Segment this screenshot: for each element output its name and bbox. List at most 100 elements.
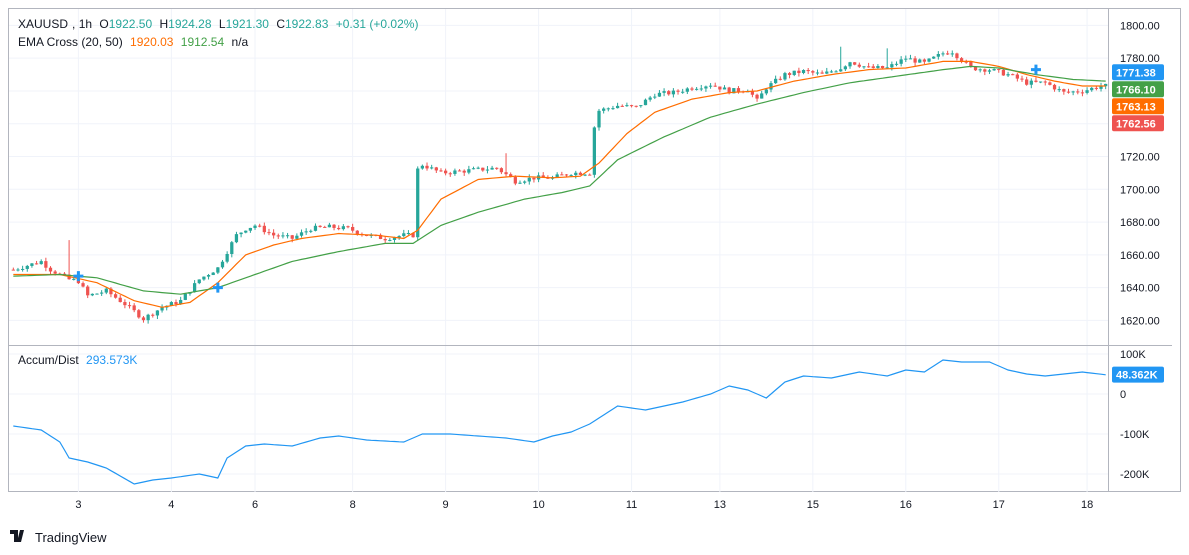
ema-cross-marker (1030, 64, 1041, 75)
candle-body (467, 169, 471, 173)
candle-body (127, 305, 132, 307)
candle-body (620, 105, 624, 107)
candle-body (495, 167, 499, 169)
candle-body (39, 261, 43, 265)
ema-legend[interactable]: EMA Cross (20, 50) 1920.03 1912.54 n/a (18, 35, 252, 49)
candle-body (211, 272, 215, 276)
candle-body (760, 93, 764, 99)
price-tick-label: 1620.00 (1120, 315, 1160, 327)
candle-body (820, 72, 824, 74)
candle-body (434, 167, 438, 171)
candle-body (62, 273, 67, 275)
candle-body (653, 96, 657, 98)
price-pane[interactable] (11, 46, 1108, 324)
candle-body (318, 225, 322, 227)
open-label: O (99, 17, 109, 31)
candle-body (346, 226, 350, 228)
candle-body (262, 225, 266, 233)
candle-body (973, 66, 978, 71)
ema-extra-value: n/a (231, 35, 249, 49)
candle-body (597, 110, 601, 128)
candle-body (936, 54, 940, 57)
candle-body (272, 232, 276, 236)
candle-body (113, 294, 118, 298)
candle-body (978, 69, 982, 71)
close-label: C (276, 17, 285, 31)
candle-body (453, 170, 457, 174)
candle-body (634, 105, 638, 107)
candle-body (857, 64, 861, 67)
price-tick-label: 1700.00 (1120, 184, 1160, 196)
ema-fast-value: 1920.03 (130, 35, 174, 49)
candle-body (160, 307, 164, 311)
candle-body (1038, 81, 1043, 83)
candle-body (48, 267, 53, 272)
candle-body (285, 235, 290, 237)
candle-body (146, 314, 150, 321)
candle-body (839, 69, 843, 72)
candle-body (416, 168, 420, 238)
candle-body (894, 63, 899, 65)
ad-pane[interactable] (13, 359, 1106, 485)
candle-body (1015, 74, 1019, 79)
candle-body (443, 170, 448, 174)
candle-body (1048, 82, 1052, 85)
candle-body (137, 310, 141, 318)
candle-body (778, 78, 782, 80)
candle-body (718, 86, 722, 90)
ema-name: EMA Cross (20, 50) (18, 35, 123, 49)
candle-body (225, 253, 229, 262)
price-tick-label: 1800.00 (1120, 20, 1160, 32)
candle-body (560, 174, 564, 176)
candle-body (16, 269, 20, 271)
candle-body (797, 70, 801, 74)
price-tick-label: 1680.00 (1120, 217, 1160, 229)
ad-legend[interactable]: Accum/Dist 293.573K (18, 353, 141, 367)
candle-body (685, 88, 689, 92)
candle-body (25, 265, 29, 269)
time-tick-label: 6 (252, 499, 258, 511)
candle-body (174, 302, 178, 305)
candle-body (1071, 91, 1075, 93)
candle-body (202, 276, 206, 280)
candle-body (834, 71, 838, 73)
candle-body (574, 172, 578, 176)
candle-body (708, 85, 713, 87)
candle-body (588, 174, 592, 176)
candle-body (383, 239, 387, 241)
candle-body (151, 314, 155, 316)
candle-body (992, 69, 996, 71)
high-value: 1924.28 (168, 17, 212, 31)
price-tick-label: 1640.00 (1120, 283, 1160, 295)
candle-body (155, 310, 160, 316)
candle-body (490, 167, 494, 170)
candle-body (295, 235, 299, 239)
candle-body (327, 224, 332, 228)
candle-body (694, 88, 699, 90)
ad-tick-label: -200K (1120, 469, 1150, 481)
candle-body (801, 70, 806, 74)
candle-body (1085, 90, 1089, 93)
candle-body (95, 293, 99, 295)
candle-body (313, 225, 318, 231)
grid (9, 9, 1108, 492)
candle-body (648, 97, 652, 100)
candle-body (1066, 91, 1071, 93)
candle-body (532, 177, 536, 180)
price-axis-tag: 1763.13 (1116, 101, 1156, 113)
candle-body (1057, 89, 1061, 91)
time-tick-label: 10 (532, 499, 544, 511)
candle-body (987, 70, 992, 72)
candle-body (290, 235, 294, 239)
candle-body (402, 233, 406, 237)
candle-body (1090, 87, 1094, 91)
candle-body (169, 302, 173, 306)
candle-body (871, 66, 875, 68)
tradingview-footer[interactable]: TradingView (10, 526, 107, 545)
candle-body (927, 58, 931, 62)
chart-frame[interactable] (8, 8, 1181, 492)
time-tick-label: 3 (75, 499, 81, 511)
candle-body (997, 69, 1001, 71)
ad-tick-label: 0 (1120, 389, 1126, 401)
